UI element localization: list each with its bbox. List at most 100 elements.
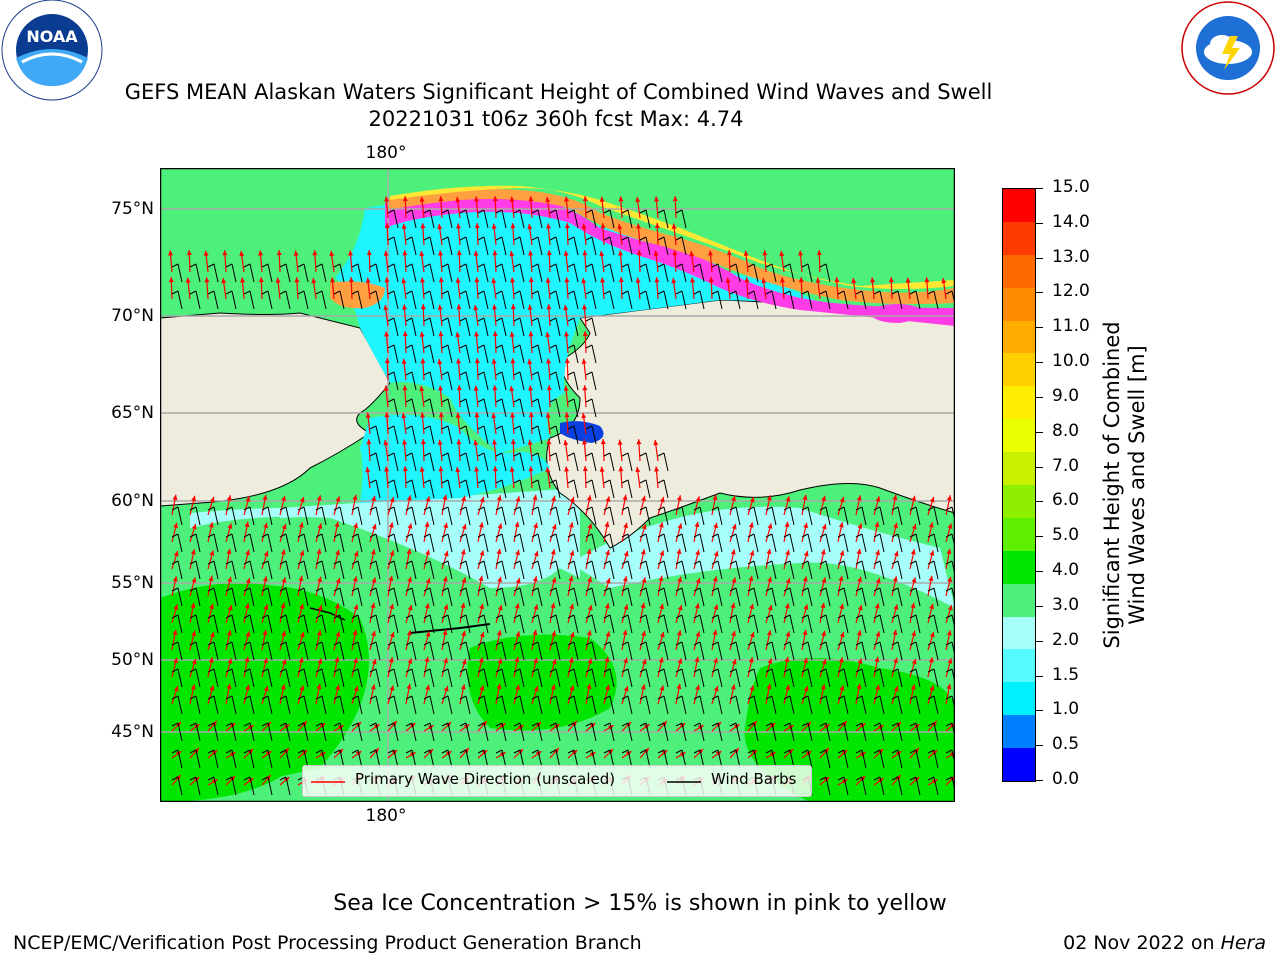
wind-barb	[609, 236, 615, 256]
wind-barb-flag	[855, 533, 863, 538]
wind-barb-flag	[333, 614, 341, 619]
colorbar-tick-mark	[1035, 501, 1043, 503]
wind-barb	[573, 614, 579, 634]
wind-barb-flag	[567, 317, 575, 322]
wave-arrow-head	[528, 277, 534, 283]
wind-barb	[915, 668, 921, 688]
wave-arrow-head	[582, 331, 588, 337]
wave-arrow-head	[749, 550, 755, 556]
wind-barb-flag	[189, 614, 197, 619]
wind-barb	[375, 263, 381, 283]
wind-barb-flag	[207, 587, 215, 592]
wind-barb-flag	[639, 533, 647, 538]
wind-barb	[501, 722, 507, 742]
wind-barb	[429, 209, 435, 229]
wind-barb	[285, 587, 291, 607]
wind-barb	[825, 533, 831, 553]
sea-ice-wrangel	[330, 281, 385, 309]
wave-arrow-head	[851, 277, 857, 284]
wind-barb-flag	[909, 722, 917, 727]
wave-arrow-head	[767, 576, 773, 583]
wind-barb	[393, 722, 399, 742]
wind-barb	[753, 614, 759, 634]
wind-barb-flag	[549, 641, 557, 646]
wave-arrow-head	[892, 576, 898, 582]
wind-barb-flag	[819, 722, 827, 727]
wind-barb	[411, 290, 417, 310]
wave-arrow-head	[623, 522, 629, 529]
wave-arrow-head	[173, 657, 179, 664]
wind-barb	[465, 587, 471, 607]
wind-barb-flag	[495, 263, 503, 268]
wave-arrow-head	[671, 223, 677, 229]
colorbar-tick-mark	[1035, 640, 1043, 642]
wave-arrow-head	[946, 495, 952, 501]
wave-arrow-head	[731, 577, 737, 583]
wind-barb-flag	[423, 290, 431, 295]
wind-barb-flag	[387, 452, 395, 457]
wave-arrow-head	[173, 550, 179, 557]
wind-barb	[519, 614, 525, 634]
wind-barb-flag	[459, 236, 467, 241]
wind-barb	[375, 290, 381, 310]
wind-barb-flag	[171, 506, 179, 511]
wind-barb-flag	[459, 641, 467, 646]
footer-branch: NCEP/EMC/Verification Post Processing Pr…	[13, 932, 642, 954]
colorbar-tick-label: 13.0	[1052, 246, 1090, 267]
wind-barb-flag	[207, 776, 215, 781]
wave-arrow-head	[402, 196, 408, 202]
wind-barb-flag	[225, 614, 233, 619]
wind-barb	[771, 506, 777, 526]
wind-barb-flag	[585, 344, 593, 349]
wind-barb	[663, 695, 669, 715]
wave-arrow-head	[384, 331, 390, 337]
wave-arrow-head	[928, 657, 934, 663]
wind-barb-flag	[837, 722, 845, 727]
wind-barb	[699, 695, 705, 715]
wind-barb-flag	[423, 236, 431, 241]
wind-barb-flag	[639, 290, 647, 295]
wind-barb-flag	[369, 479, 377, 484]
wind-barb	[375, 695, 381, 715]
wave-arrow-head	[654, 466, 660, 472]
high-wave-area-central	[467, 634, 617, 731]
wave-arrow-head	[599, 196, 605, 202]
wind-barb	[303, 290, 309, 310]
wind-barb-flag	[639, 479, 647, 484]
wave-arrow-head	[730, 549, 736, 555]
wave-arrow-head	[437, 358, 443, 365]
wind-barb-flag	[369, 425, 377, 430]
wave-arrow-head	[528, 250, 534, 256]
wind-barb-flag	[207, 290, 215, 295]
wave-arrow-head	[563, 250, 569, 256]
wave-arrow-head	[618, 250, 624, 256]
wind-barb-flag	[819, 641, 827, 646]
wind-barb	[735, 614, 741, 634]
wind-barb	[375, 533, 381, 553]
wind-barb	[627, 290, 633, 310]
wave-arrow-head	[713, 604, 719, 610]
wind-barb	[519, 668, 525, 688]
wind-barb	[717, 695, 723, 715]
wave-arrow-head	[622, 576, 628, 582]
wind-barb-flag	[351, 695, 359, 700]
wind-barb-flag	[585, 749, 593, 754]
wind-barb	[861, 587, 867, 607]
wind-barb	[393, 290, 399, 310]
colorbar-tick-mark	[1035, 675, 1043, 677]
wind-barb-flag	[189, 722, 197, 727]
wind-barb-flag	[837, 587, 845, 592]
wind-barb	[681, 614, 687, 634]
wave-arrow-head	[748, 575, 754, 582]
wind-barb-flag	[513, 209, 521, 214]
wind-barb	[339, 263, 345, 283]
wind-barb-flag	[477, 749, 485, 754]
wave-arrow-head	[474, 412, 480, 418]
wave-arrow-head	[209, 496, 215, 503]
wind-barb-flag	[387, 749, 395, 754]
wind-barb-flag	[261, 290, 269, 295]
wind-barb	[213, 641, 219, 661]
wind-barb-flag	[909, 506, 917, 511]
wind-barb-flag	[189, 776, 197, 781]
wind-barb-flag	[873, 749, 881, 754]
